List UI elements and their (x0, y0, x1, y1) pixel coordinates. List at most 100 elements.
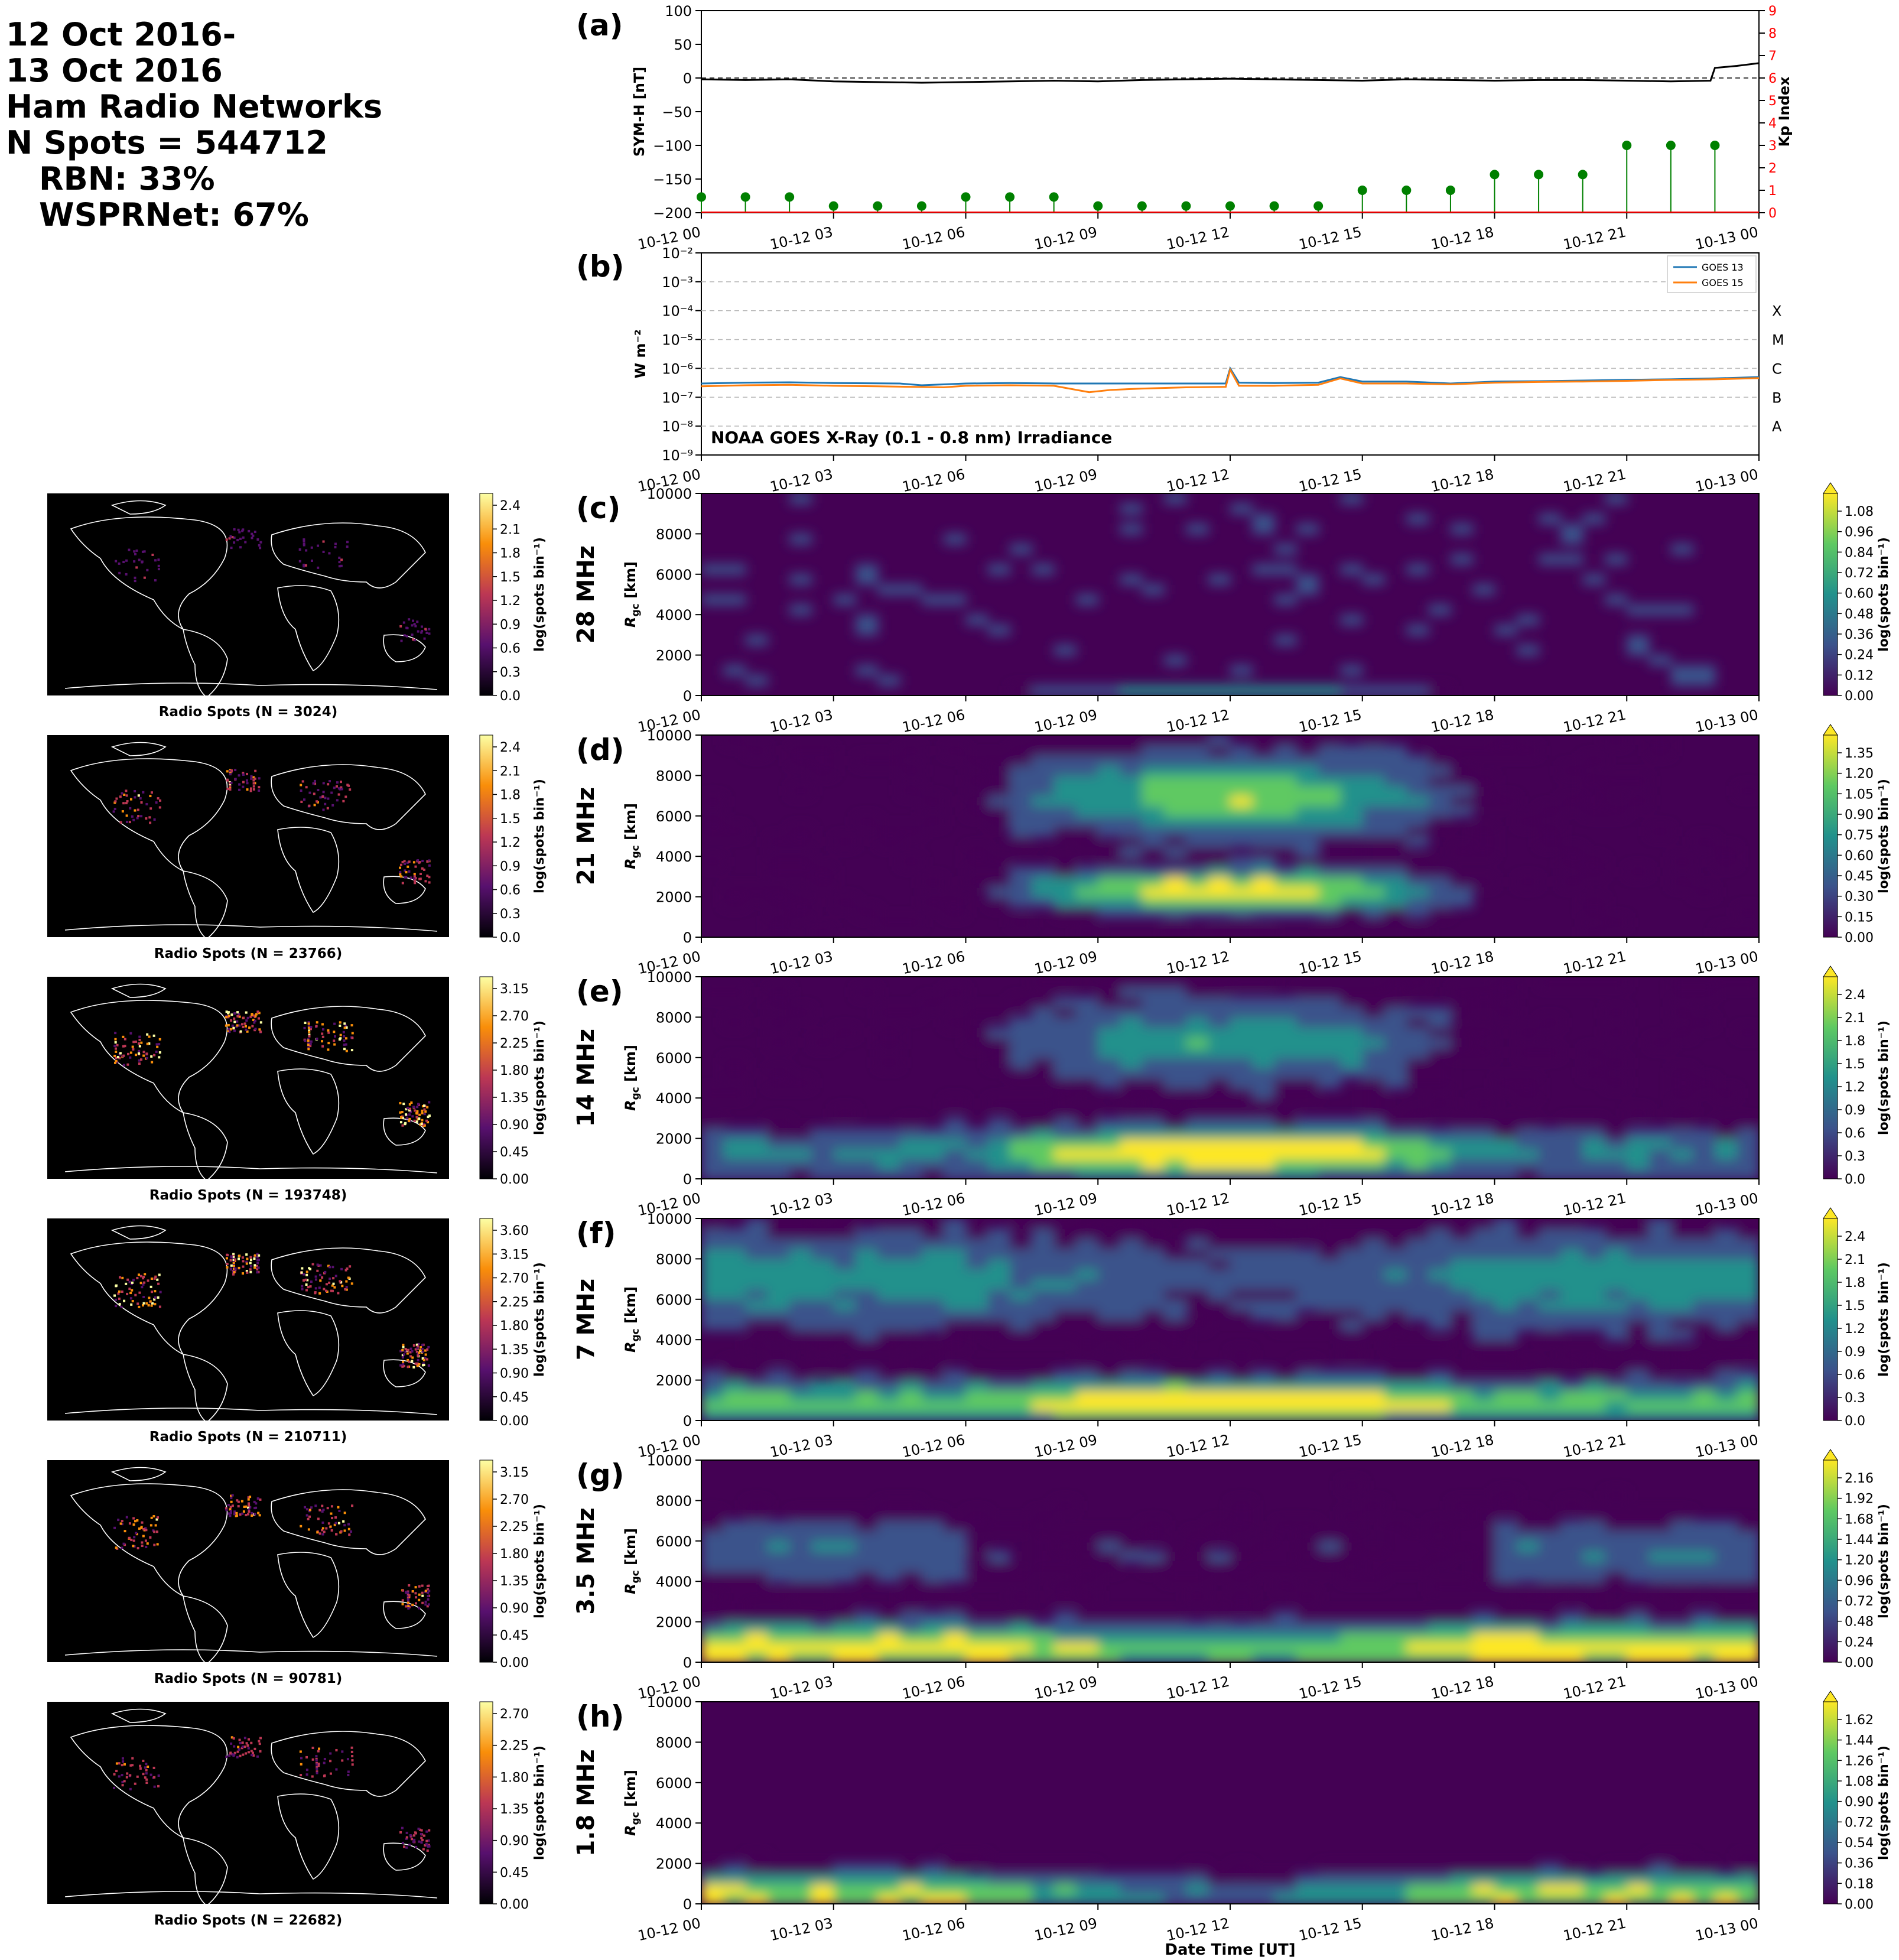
heatmap-cell (1208, 1652, 1231, 1662)
spot-dot (334, 1516, 337, 1519)
spot-dot (331, 804, 334, 807)
spot-dot (414, 1362, 417, 1365)
heatmap-cell (965, 1370, 988, 1381)
heatmap-cell (1648, 735, 1672, 746)
spot-dot (156, 1045, 159, 1048)
heatmap-cell (899, 1400, 922, 1411)
heatmap-cell (1318, 1168, 1341, 1179)
heatmap-cell (833, 1218, 857, 1230)
spot-dot (242, 773, 245, 776)
heatmap-cell (1164, 896, 1187, 908)
x-tick-label: 10-12 03 (769, 948, 834, 977)
spot-dot (307, 1038, 310, 1041)
heatmap-cell (723, 1561, 746, 1572)
heatmap-cell (1208, 805, 1231, 817)
heatmap-cell (1142, 987, 1165, 998)
heatmap-cell (1318, 775, 1341, 786)
heatmap-cell (1274, 1168, 1297, 1179)
spot-dot (402, 1364, 405, 1367)
heatmap-cell (1164, 1067, 1187, 1078)
heatmap-cell (1539, 1893, 1562, 1904)
heatmap-cell (1120, 1279, 1143, 1290)
heatmap-cell (1494, 1500, 1517, 1512)
heatmap-cell (1472, 1631, 1495, 1643)
heatmap-cell (944, 1540, 967, 1552)
coastline (64, 1166, 438, 1174)
heatmap-cell (1715, 1168, 1738, 1179)
spot-dot (142, 1277, 145, 1280)
heatmap-cell (701, 1510, 724, 1522)
heatmap-cell (745, 1571, 768, 1582)
heatmap-cell (1098, 1138, 1121, 1149)
spot-dot (230, 1256, 233, 1259)
heatmap-cell (1075, 997, 1099, 1008)
heatmap-cell (767, 1380, 791, 1391)
heatmap-cell (1274, 594, 1297, 606)
heatmap-ylabel: Rgc [km] (622, 1286, 642, 1353)
range-time-heatmap (701, 976, 1760, 1179)
heatmap-cell (856, 1380, 879, 1391)
heatmap-cell (1142, 876, 1165, 888)
spot-dot (409, 1107, 412, 1110)
symh-y-tick-label: 100 (665, 3, 692, 19)
heatmap-cell (1318, 1540, 1341, 1552)
heatmap-cell (1032, 1319, 1055, 1331)
heatmap-cell (1252, 1027, 1275, 1038)
spot-dot (315, 1755, 318, 1758)
heatmap-cell (856, 1148, 879, 1159)
x-tick-label: 10-13 00 (1694, 1915, 1760, 1944)
heatmap-cell (1362, 1370, 1386, 1381)
spot-dot (121, 1774, 123, 1777)
heatmap-cell (965, 1873, 988, 1884)
spot-dot (407, 1358, 409, 1361)
heatmap-cell (1604, 554, 1628, 565)
heatmap-cell (899, 1330, 922, 1341)
spot-dot (345, 1286, 348, 1289)
heatmap-cell (1450, 775, 1474, 786)
heatmap-cell (723, 1370, 746, 1381)
heatmap-cell (1560, 876, 1583, 888)
kp-marker (1137, 201, 1147, 211)
heatmap-cell (1164, 1571, 1187, 1582)
heatmap-cell (723, 1289, 746, 1300)
heatmap-cell (811, 755, 834, 766)
spot-dot (327, 1029, 330, 1032)
spot-dot (337, 1292, 340, 1295)
heatmap-cell (1142, 1259, 1165, 1270)
spot-dot (230, 1268, 233, 1271)
heatmap-cell (789, 1309, 812, 1320)
heatmap-cell (1472, 1380, 1495, 1391)
heatmap-cell (1340, 1551, 1363, 1562)
heatmap-cell (1648, 1218, 1672, 1230)
spot-dot (340, 558, 343, 561)
heatmap-cell (701, 1259, 724, 1270)
heatmap-cell (1142, 825, 1165, 837)
spot-dot (121, 792, 123, 795)
heatmap-cell (1715, 1239, 1738, 1250)
heatmap-cell (1075, 1269, 1099, 1280)
spot-dot (227, 1023, 230, 1026)
spot-dot (228, 1031, 231, 1033)
heatmap-cell (1340, 1642, 1363, 1653)
heatmap-cell (1340, 1017, 1363, 1028)
spot-dot (319, 1279, 322, 1282)
heatmap-cell (1670, 1400, 1694, 1411)
spot-dot (401, 1356, 404, 1359)
heatmap-cell (789, 534, 812, 545)
heatmap-cell (1208, 927, 1231, 937)
heatmap-cell (899, 1390, 922, 1401)
spot-dot (428, 859, 431, 862)
heatmap-cell (1075, 765, 1099, 776)
heatmap-cell (1142, 1319, 1165, 1331)
heatmap-cell (811, 1571, 834, 1582)
heatmap-cell (1142, 795, 1165, 807)
heatmap-cell (1032, 785, 1055, 797)
heatmap-cell (921, 1269, 945, 1280)
heatmap-cell (856, 1551, 879, 1562)
heatmap-cell (1539, 1621, 1562, 1633)
spot-dot (334, 1275, 337, 1278)
heatmap-cell (944, 1289, 967, 1300)
heatmap-cell (1053, 1642, 1077, 1653)
heatmap-cell (899, 1601, 922, 1613)
heatmap-cell (944, 1249, 967, 1260)
